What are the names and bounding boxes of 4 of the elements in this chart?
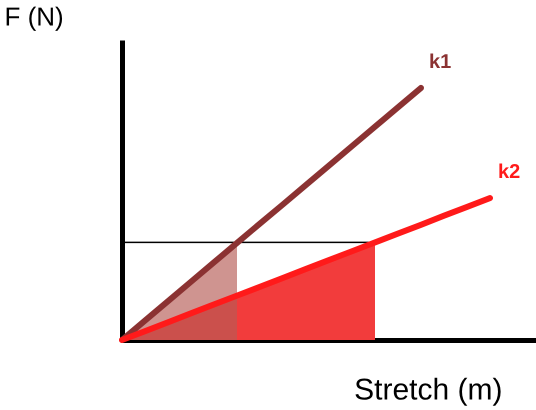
series-label: k1 xyxy=(429,50,452,73)
series-label: k2 xyxy=(498,161,520,184)
x-axis-title: Stretch (m) xyxy=(354,374,502,406)
y-axis-title: F (N) xyxy=(4,2,64,32)
